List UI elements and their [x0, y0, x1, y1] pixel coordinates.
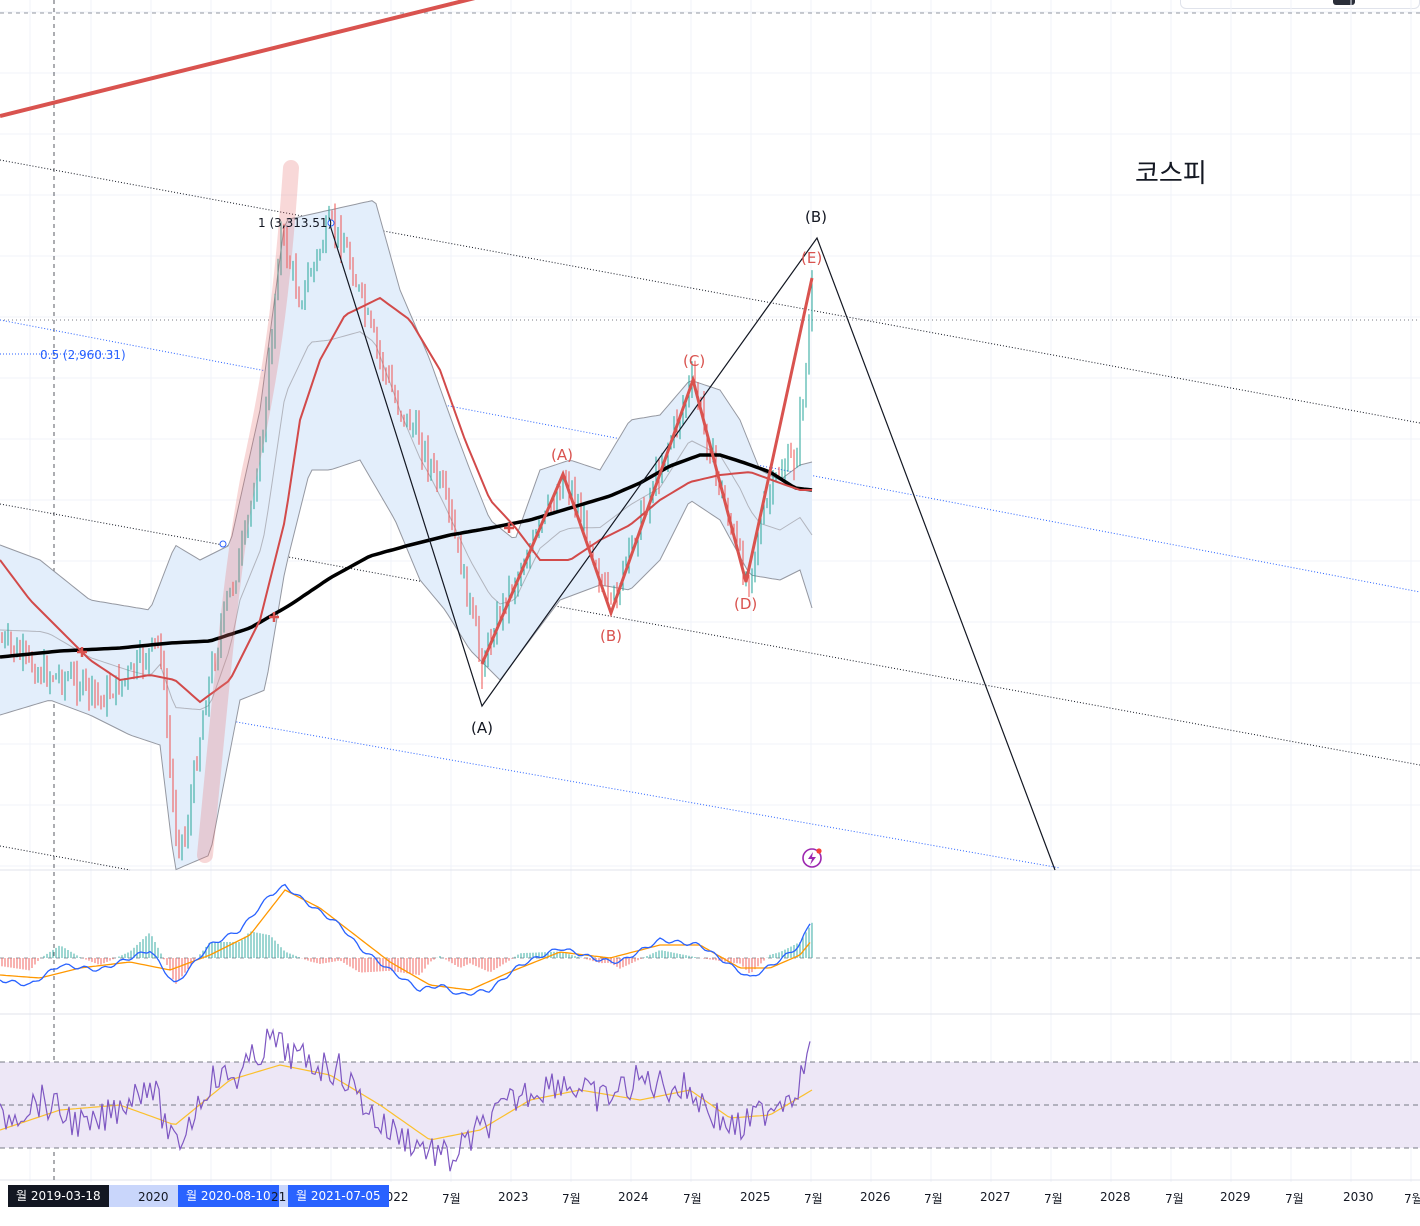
time-tick: 2024: [618, 1190, 649, 1204]
signal-line: [0, 889, 811, 991]
time-tick: 2023: [498, 1190, 529, 1204]
ma-200: [0, 453, 813, 659]
bb-upper: [0, 200, 813, 611]
selection-start-label: 월 2020-08-10: [178, 1185, 279, 1207]
time-tick: 7월: [562, 1192, 581, 1206]
range-highlight: [100, 1185, 178, 1207]
rsi-band: [0, 1061, 1420, 1149]
highlight-brush: [197, 160, 299, 863]
wave-label-red-b: (B): [600, 627, 622, 645]
wave-label-red-a: (A): [551, 446, 573, 464]
time-tick: 7월: [1165, 1192, 1184, 1206]
elliott-waves[interactable]: [197, 160, 1056, 871]
fib-label-05: 0.5 (2,960.31): [40, 348, 126, 362]
time-tick: 7월: [1285, 1192, 1304, 1206]
fib-anchor: [219, 540, 227, 548]
macd-pane: [0, 883, 813, 996]
moving-averages: [0, 296, 813, 704]
wave-label-red-e: (E): [801, 249, 822, 267]
bb-basis: [0, 331, 813, 711]
alert-icon[interactable]: [802, 848, 822, 868]
fib-anchor: [327, 219, 335, 227]
time-tick: 2027: [980, 1190, 1011, 1204]
crosshair-date-label: 월 2019-03-18: [8, 1185, 109, 1207]
fib-label-1: 1 (3,313.51): [258, 216, 332, 230]
channel-upper: [0, 159, 1420, 424]
fib-05-channel: [0, 319, 1420, 593]
time-tick: 2020: [138, 1190, 169, 1204]
time-tick: 2030: [1343, 1190, 1374, 1204]
time-tick-partial: 21: [271, 1190, 287, 1204]
selection-end-label: 월 2021-07-05: [288, 1185, 389, 1207]
red-trendline: [0, 0, 476, 118]
time-tick: 7월: [442, 1192, 461, 1206]
time-tick: 7월: [924, 1192, 943, 1206]
toolbar-pill[interactable]: [1333, 0, 1355, 5]
time-axis[interactable]: 2020 2022 7월 2023 7월 2024 7월 2025 7월 2026 7월 2027 7월…: [0, 1182, 1420, 1212]
black-abc-wave: [329, 224, 1056, 871]
time-tick: 7월: [804, 1192, 823, 1206]
chart-labels: 코스피 1 (3,313.51) 0.5 (2,960.31) (A) (B) …: [40, 159, 1207, 737]
time-tick: 2025: [740, 1190, 771, 1204]
red-abcde-wave: [480, 277, 814, 665]
time-tick: 2026: [860, 1190, 891, 1204]
macd-line: [0, 883, 811, 996]
time-tick: 7월: [683, 1192, 702, 1206]
wave-label-black-b: (B): [805, 208, 827, 226]
bb-fill: [0, 200, 812, 870]
rsi-pane: [0, 1027, 813, 1172]
chart-title: 코스피: [1135, 159, 1207, 189]
bollinger-bands: [0, 200, 813, 871]
time-tick: 2028: [1100, 1190, 1131, 1204]
time-tick: 7월: [1404, 1192, 1420, 1206]
wave-label-black-a: (A): [471, 719, 493, 737]
fib-channel-lower: [0, 679, 1061, 869]
channel-lower: [0, 845, 131, 871]
time-tick: 2029: [1220, 1190, 1251, 1204]
ma-60: [0, 296, 812, 704]
time-tick: 7월: [1044, 1192, 1063, 1206]
wave-label-red-c: (C): [683, 352, 705, 370]
rsi-line: [0, 1027, 811, 1172]
wave-label-red-d: (D): [734, 595, 757, 613]
